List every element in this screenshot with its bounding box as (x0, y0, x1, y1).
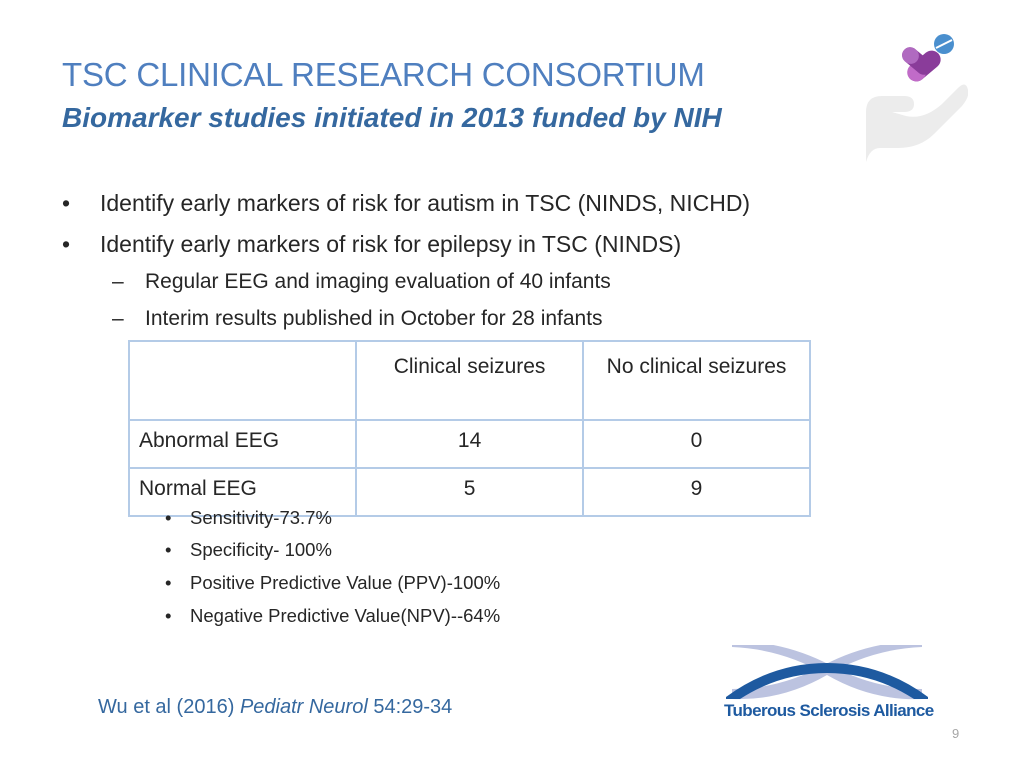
citation-authors: Wu et al (2016) (98, 696, 240, 718)
table-row: Abnormal EEG 14 0 (127, 419, 811, 469)
table-header-cell: No clinical seizures (582, 340, 811, 421)
eeg-seizure-table: Clinical seizures No clinical seizures A… (127, 340, 811, 517)
citation-volume: 54:29-34 (367, 696, 453, 718)
bullet-dot-icon: • (165, 572, 172, 593)
bullet-dot-icon: • (165, 539, 172, 560)
table-row-label: Normal EEG (127, 467, 358, 517)
table-header-row: Clinical seizures No clinical seizures (127, 340, 811, 421)
table-cell: 14 (355, 419, 585, 469)
table-row: Normal EEG 5 9 (127, 467, 811, 517)
stat-text: Specificity- 100% (190, 539, 332, 560)
table-header-cell (127, 340, 358, 421)
hand-pills-icon (866, 34, 968, 162)
bullet-text: Identify early markers of risk for epile… (100, 231, 682, 257)
table-cell: 5 (355, 467, 585, 517)
tsa-logo-text: Tuberous Sclerosis Alliance (724, 701, 934, 720)
citation-journal: Pediatr Neurol (239, 696, 368, 718)
stat-text: Negative Predictive Value(NPV)--64% (190, 605, 501, 626)
table-row-label: Abnormal EEG (127, 419, 358, 469)
dash-icon: – (112, 307, 124, 330)
table-cell: 9 (582, 467, 811, 517)
stat-text: Positive Predictive Value (PPV)-100% (190, 572, 501, 593)
page-number: 9 (952, 726, 960, 741)
bullet-text: Identify early markers of risk for autis… (100, 190, 751, 216)
tsa-logo: Tuberous Sclerosis Alliance (720, 645, 934, 727)
slide-title: TSC CLINICAL RESEARCH CONSORTIUM (62, 56, 705, 93)
bullet-dot-icon: • (62, 190, 71, 216)
sub-bullet-text: Interim results published in October for… (145, 307, 603, 330)
tsa-arcs-icon (726, 645, 928, 700)
table-cell: 0 (582, 419, 811, 469)
bullet-dot-icon: • (62, 231, 71, 257)
sub-bullet-text: Regular EEG and imaging evaluation of 40… (145, 270, 611, 293)
slide-subtitle: Biomarker studies initiated in 2013 fund… (62, 102, 722, 133)
citation: Wu et al (2016) Pediatr Neurol 54:29-34 (98, 696, 452, 719)
stat-text: Sensitivity-73.7% (190, 507, 332, 528)
dash-icon: – (112, 270, 124, 293)
table-header-cell: Clinical seizures (355, 340, 585, 421)
bullet-dot-icon: • (165, 507, 172, 528)
bullet-dot-icon: • (165, 605, 172, 626)
